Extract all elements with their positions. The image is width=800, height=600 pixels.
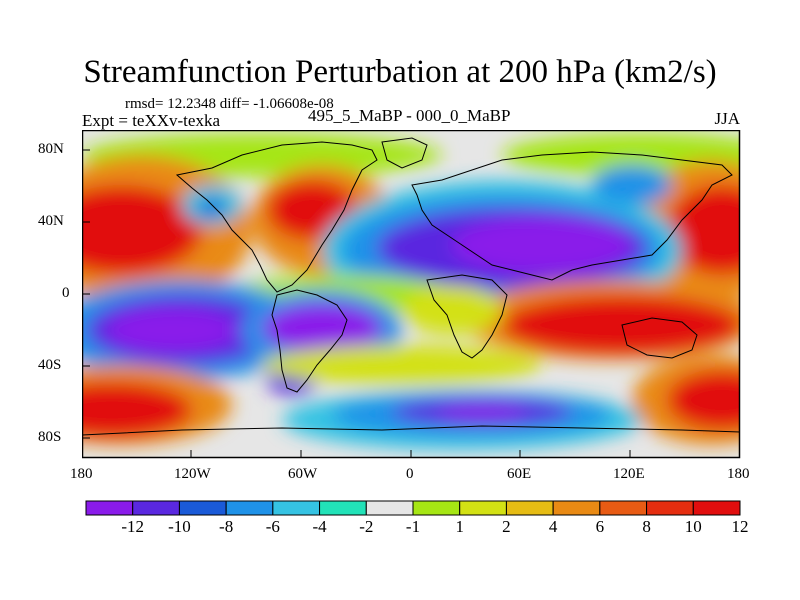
colorbar-swatch — [692, 500, 741, 516]
colorbar-label: -6 — [265, 517, 280, 536]
axis-ticks — [82, 149, 631, 458]
contour-eurasia-peak — [452, 217, 632, 273]
colorbar-swatch — [225, 500, 274, 516]
lon-tick-120e: 120E — [613, 466, 645, 482]
australia-outline — [621, 317, 698, 359]
season-label: JJA — [714, 109, 740, 128]
colorbar-label: 4 — [548, 517, 558, 536]
contour-south-pacific-peak — [107, 308, 237, 352]
colorbar-label: 12 — [731, 517, 749, 536]
contour-eastpacific-north-core — [667, 185, 740, 275]
colorbar-swatch — [599, 500, 648, 516]
colorbar-label: -1 — [405, 517, 421, 536]
contour-tropic-mid — [402, 285, 502, 335]
continent-outlines — [82, 137, 740, 436]
colorbar-label: -8 — [219, 517, 234, 536]
south-america-outline — [271, 289, 348, 393]
contour-south-green — [262, 345, 542, 385]
colorbar-label: -4 — [312, 517, 327, 536]
contour-samerica-core — [262, 303, 382, 353]
contour-tropic-east-core — [502, 295, 740, 355]
lat-tick-80n: 80N — [38, 141, 64, 157]
lon-tick-60e: 60E — [507, 466, 532, 482]
colorbar-swatch — [459, 500, 507, 516]
colorbar-label: -10 — [168, 517, 191, 536]
contour-south-east-core — [667, 370, 740, 430]
colorbar-swatch — [412, 500, 461, 516]
colorbar-label: -2 — [359, 517, 374, 536]
colorbar-swatch — [85, 500, 134, 516]
colorbar-swatch — [552, 500, 601, 516]
plot-title: Streamfunction Perturbation at 200 hPa (… — [83, 54, 717, 90]
colorbar-swatch — [178, 500, 227, 516]
lon-tick-0: 0 — [406, 466, 414, 482]
colorbar — [85, 500, 741, 516]
lon-tick-180e: 180 — [727, 466, 750, 482]
lat-tick-40s: 40S — [38, 357, 62, 373]
colorbar-swatch — [505, 500, 554, 516]
north-america-outline — [175, 141, 378, 293]
antarctica-outline — [82, 425, 740, 436]
contour-siberia-low — [592, 165, 672, 205]
lat-tick-0: 0 — [62, 285, 70, 301]
colorbar-swatch — [365, 500, 414, 516]
case-label: 495_5_MaBP - 000_0_MaBP — [308, 106, 511, 125]
contour-pacific-north-core — [82, 185, 202, 275]
colorbar-swatch — [319, 500, 367, 516]
colorbar-label: 1 — [455, 517, 464, 536]
colorbar-label: 8 — [642, 517, 651, 536]
lat-tick-40n: 40N — [38, 213, 64, 229]
lon-tick-180w: 180 — [70, 466, 93, 482]
experiment-label: Expt = teXXv-texka — [82, 111, 220, 130]
africa-outline — [426, 274, 508, 359]
colorbar-label: -12 — [121, 517, 145, 536]
contour-antarctic-peak — [437, 404, 527, 420]
lat-tick-80s: 80S — [38, 429, 62, 445]
streamfunction-map — [82, 130, 741, 459]
colorbar-label: 10 — [684, 517, 702, 536]
colorbar-swatch — [272, 500, 321, 516]
lon-tick-120w: 120W — [174, 466, 211, 482]
lon-tick-60w: 60W — [288, 466, 318, 482]
stats-line: rmsd= 12.2348 diff= -1.06608e-08 — [125, 96, 334, 112]
colorbar-label: 6 — [595, 517, 605, 536]
colorbar-swatch — [132, 500, 180, 516]
colorbar-label: 2 — [502, 517, 511, 536]
eurasia-outline — [411, 151, 733, 281]
contour-south-west-core — [82, 382, 192, 438]
greenland-outline — [381, 137, 428, 169]
colorbar-swatch — [646, 500, 694, 516]
